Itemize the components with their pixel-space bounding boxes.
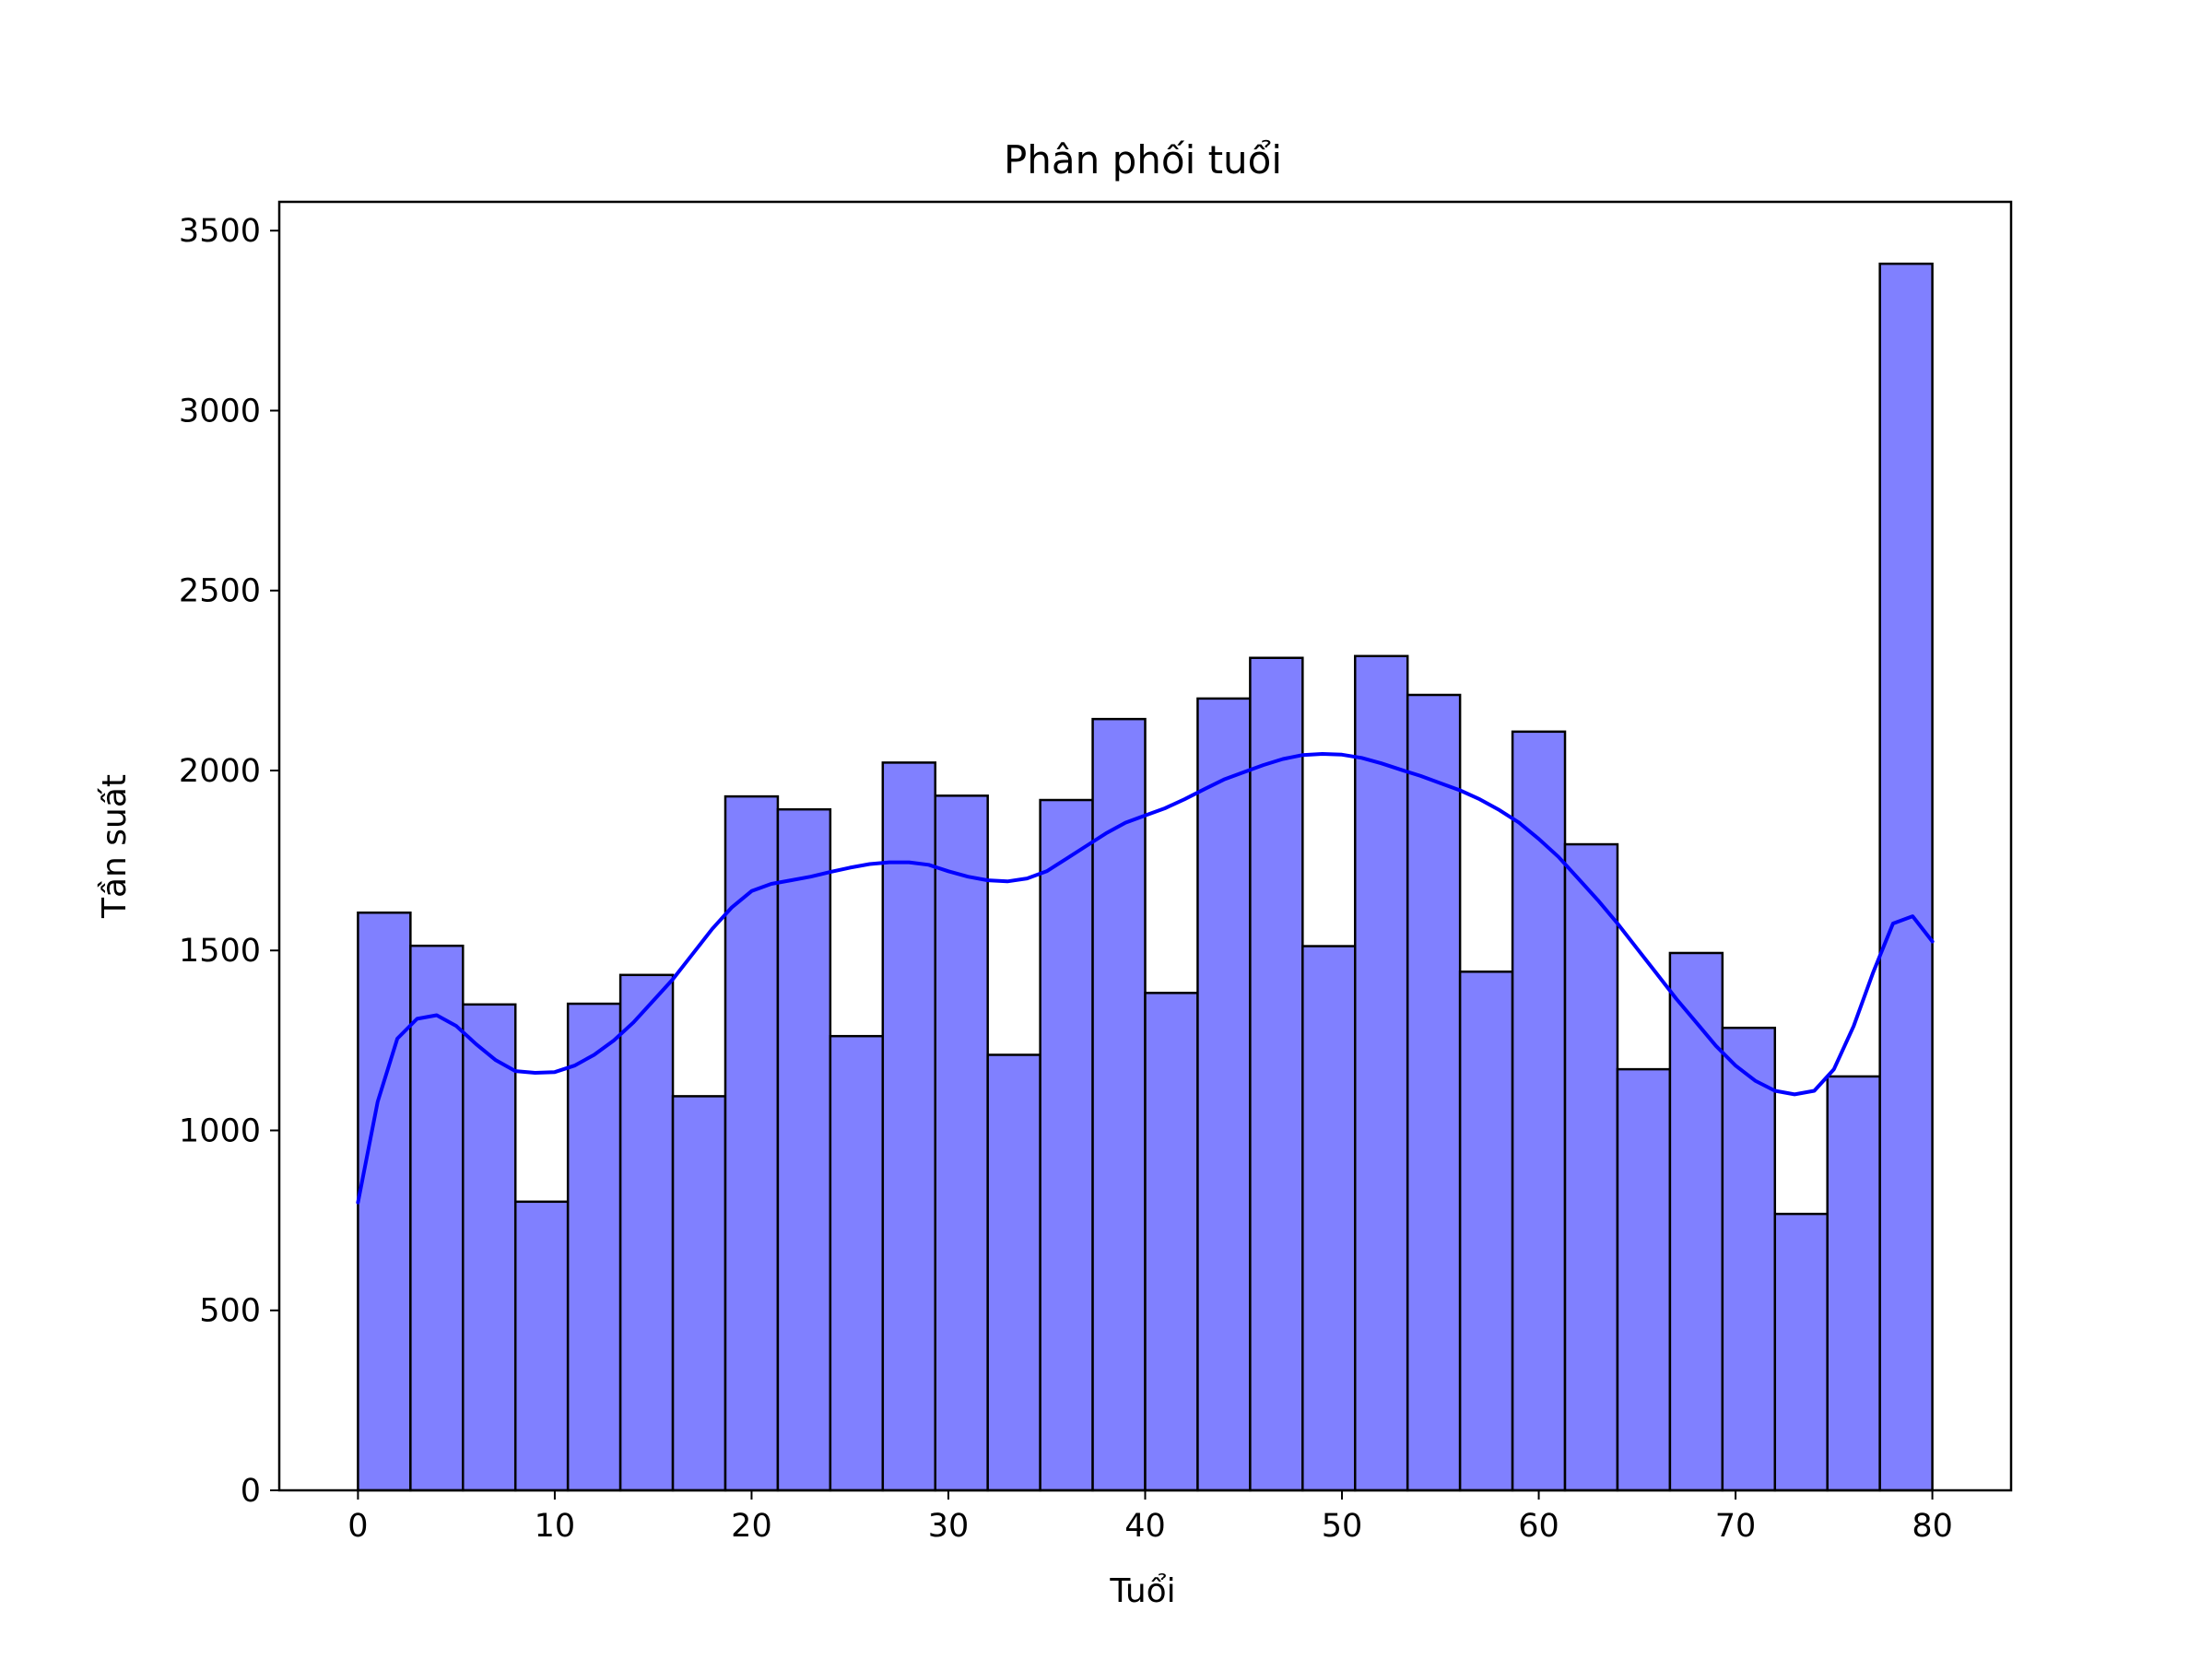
histogram-bar xyxy=(357,911,412,1492)
histogram-bar xyxy=(566,1002,622,1492)
histogram-bar xyxy=(776,807,832,1492)
histogram-bar xyxy=(724,794,780,1492)
histogram-bar xyxy=(1773,1212,1829,1492)
x-tick-label: 40 xyxy=(1124,1508,1166,1545)
bar-group xyxy=(357,262,1934,1492)
histogram-bar xyxy=(1196,697,1252,1492)
x-tick-label: 80 xyxy=(1912,1508,1953,1545)
y-axis: 0 500 1000 1500 2000 2500 3000 3500 xyxy=(179,213,279,1510)
x-tick-label: 10 xyxy=(535,1508,576,1545)
histogram-bar xyxy=(1668,951,1724,1492)
y-tick-label: 0 xyxy=(241,1473,261,1510)
y-tick-label: 1000 xyxy=(179,1112,261,1149)
x-tick-label: 70 xyxy=(1715,1508,1757,1545)
histogram-bar xyxy=(1249,656,1304,1492)
x-tick-label: 60 xyxy=(1518,1508,1559,1545)
histogram-bar xyxy=(618,973,675,1492)
kde-curve xyxy=(356,752,1935,1205)
histogram-bar xyxy=(1354,654,1409,1492)
histogram-bar xyxy=(829,1034,885,1492)
histogram-bar xyxy=(1144,992,1199,1492)
y-tick-label: 3000 xyxy=(179,393,261,429)
x-tick-label: 0 xyxy=(347,1508,368,1545)
histogram-bar xyxy=(934,794,989,1492)
histogram-bar xyxy=(1563,842,1619,1492)
histogram-bar xyxy=(1406,693,1462,1492)
histogram-bar xyxy=(409,944,465,1492)
histogram-bar xyxy=(513,1200,570,1492)
histogram-bar xyxy=(1091,717,1147,1492)
histogram-bar xyxy=(462,1003,517,1492)
y-tick-label: 1500 xyxy=(179,933,261,970)
y-tick-label: 3500 xyxy=(179,213,261,250)
y-tick-label: 2000 xyxy=(179,753,261,790)
x-axis-title: Tuổi xyxy=(1109,1572,1175,1610)
histogram-bar xyxy=(671,1095,727,1492)
x-tick-label: 20 xyxy=(731,1508,772,1545)
histogram-bar xyxy=(881,761,936,1492)
x-tick-label: 30 xyxy=(928,1508,970,1545)
histogram-bar xyxy=(1511,730,1567,1492)
x-tick-label: 50 xyxy=(1322,1508,1363,1545)
y-tick-label: 2500 xyxy=(179,573,261,610)
histogram-bar xyxy=(1826,1075,1881,1492)
histogram-bar xyxy=(1458,971,1514,1492)
histogram-bar xyxy=(1878,262,1934,1492)
histogram-bar xyxy=(1721,1026,1777,1492)
chart-title: Phân phối tuổi xyxy=(1004,137,1282,182)
y-axis-title: Tần suất xyxy=(96,774,134,919)
histogram-bar xyxy=(986,1053,1041,1492)
y-tick-label: 500 xyxy=(199,1293,261,1330)
histogram-bar xyxy=(1616,1067,1672,1492)
x-axis: 0 10 20 30 40 50 60 70 80 xyxy=(347,1490,1953,1545)
histogram-bar xyxy=(1039,798,1094,1492)
histogram-bar xyxy=(1301,945,1357,1492)
